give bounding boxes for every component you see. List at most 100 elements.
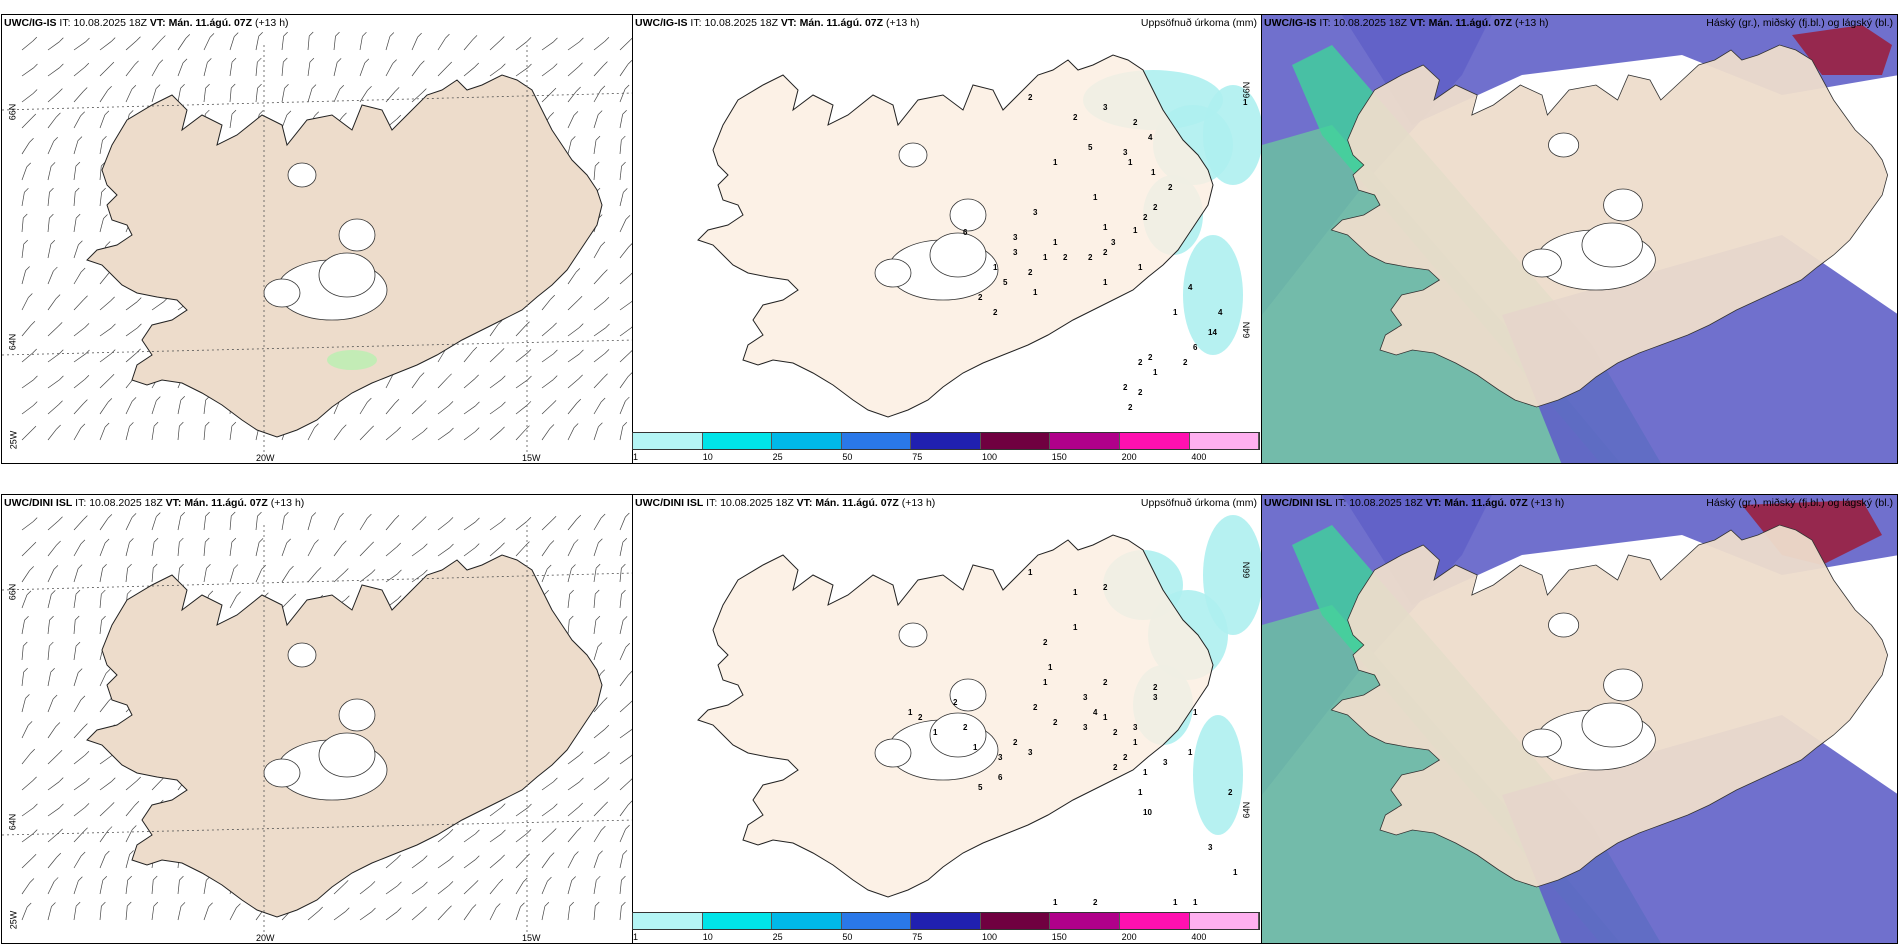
glaciers xyxy=(1522,612,1656,771)
glacier xyxy=(287,642,317,668)
wind-barb-flag xyxy=(31,425,37,431)
wind-barb-flag xyxy=(578,802,583,808)
precip-value: 1 xyxy=(1103,278,1108,287)
wind-barb xyxy=(47,726,57,739)
wind-barb xyxy=(281,88,285,103)
wind-barb xyxy=(281,597,293,609)
wind-barb-flag xyxy=(500,854,505,860)
wind-barb-flag xyxy=(74,615,80,621)
wind-barb-flag xyxy=(627,372,632,377)
wind-barb-flag xyxy=(496,903,501,908)
wind-barb xyxy=(593,906,596,921)
wind-barb-flag xyxy=(578,62,583,68)
wind-barb-flag xyxy=(549,112,554,117)
wind-barb xyxy=(229,907,237,921)
wind-barb-flag xyxy=(622,110,627,115)
wind-barb xyxy=(515,807,528,817)
wind-barb-flag xyxy=(597,642,603,647)
wind-barb xyxy=(411,520,423,531)
wind-barb-flag xyxy=(75,213,81,219)
panel-title: UWC/DINI ISL IT: 10.08.2025 18Z VT: Mán.… xyxy=(635,497,936,509)
precip-value: 2 xyxy=(978,293,983,302)
wind-barb xyxy=(73,91,84,103)
colorbar-tick-label: 25 xyxy=(772,932,783,942)
wind-barb-flag xyxy=(422,88,427,93)
wind-barb-flag xyxy=(605,751,610,757)
wind-barb-flag xyxy=(291,593,297,599)
glacier xyxy=(874,258,912,288)
wind-barb xyxy=(73,427,82,441)
wind-barb-flag xyxy=(625,215,631,220)
wind-barb-flag xyxy=(80,423,86,429)
wind-barb xyxy=(619,516,626,531)
wind-barb xyxy=(47,781,60,791)
wind-barb xyxy=(21,218,24,233)
wind-barb xyxy=(255,36,260,51)
wind-barb-flag xyxy=(448,881,454,886)
cloud-title: Háský (gr.), miðský (fj.bl.) og lágský (… xyxy=(1706,497,1893,509)
wind-barb-flag xyxy=(604,777,610,782)
wind-barb xyxy=(541,353,554,363)
wind-barb-flag xyxy=(527,803,532,809)
wind-barb xyxy=(619,166,622,181)
precip-value: 2 xyxy=(1123,383,1128,392)
wind-barb-flag xyxy=(28,293,33,298)
wind-barb xyxy=(515,521,528,531)
wind-barb-flag xyxy=(31,113,37,119)
wind-barb xyxy=(47,379,60,389)
wind-barb-flag xyxy=(286,538,291,544)
wind-barb xyxy=(151,542,155,557)
wind-barb xyxy=(47,520,59,531)
wind-barb xyxy=(229,568,235,583)
wind-barb xyxy=(515,833,528,843)
wind-barb xyxy=(333,544,343,557)
wind-barb-flag xyxy=(136,36,141,41)
wind-barb-flag xyxy=(84,803,90,808)
wind-barb-flag xyxy=(83,827,88,833)
wind-barb-flag xyxy=(230,511,236,517)
precip-value: 3 xyxy=(998,753,1003,762)
wind-barb-flag xyxy=(575,268,581,273)
wind-barb-flag xyxy=(601,825,606,831)
wind-barb-flag xyxy=(52,694,58,700)
wind-barb-flag xyxy=(26,902,32,908)
wind-barb-flag xyxy=(629,37,632,41)
wind-barb-flag xyxy=(549,540,555,545)
precip-value: 3 xyxy=(1013,233,1018,242)
wind-barb xyxy=(21,858,33,869)
wind-barb xyxy=(437,547,450,557)
lon-label-20: 20W xyxy=(256,933,275,943)
wind-barb-flag xyxy=(594,901,600,907)
wind-barb xyxy=(593,542,599,557)
wind-barb xyxy=(593,377,604,389)
wind-barb xyxy=(21,725,29,739)
wind-barb xyxy=(541,832,553,843)
wind-barb-flag xyxy=(526,349,532,354)
wind-barb xyxy=(567,402,578,415)
wind-barb xyxy=(151,516,157,531)
wind-barb xyxy=(541,326,553,337)
precip-value: 3 xyxy=(1133,723,1138,732)
wind-barb xyxy=(203,400,207,415)
glacier xyxy=(1522,248,1562,278)
wind-barb xyxy=(307,543,315,557)
precip-value: 1 xyxy=(1133,738,1138,747)
wind-barb-flag xyxy=(527,63,532,69)
wind-barb xyxy=(541,568,548,583)
wind-barb-flag xyxy=(152,875,158,881)
wind-barb-flag xyxy=(342,112,347,118)
wind-barb xyxy=(47,166,52,181)
wind-barb xyxy=(593,273,604,285)
precip-value: 2 xyxy=(1028,93,1033,102)
precip-value: 1 xyxy=(993,263,998,272)
precip-value: 1 xyxy=(1073,623,1078,632)
wind-barb xyxy=(567,620,570,635)
wind-barb xyxy=(47,244,52,259)
wind-barb xyxy=(47,906,52,921)
wind-barb xyxy=(99,90,108,103)
wind-barb xyxy=(567,353,580,363)
wind-barb xyxy=(281,36,284,51)
wind-barb-flag xyxy=(501,401,506,407)
wind-barb xyxy=(21,698,26,713)
mid-cloud-area xyxy=(1342,15,1897,125)
